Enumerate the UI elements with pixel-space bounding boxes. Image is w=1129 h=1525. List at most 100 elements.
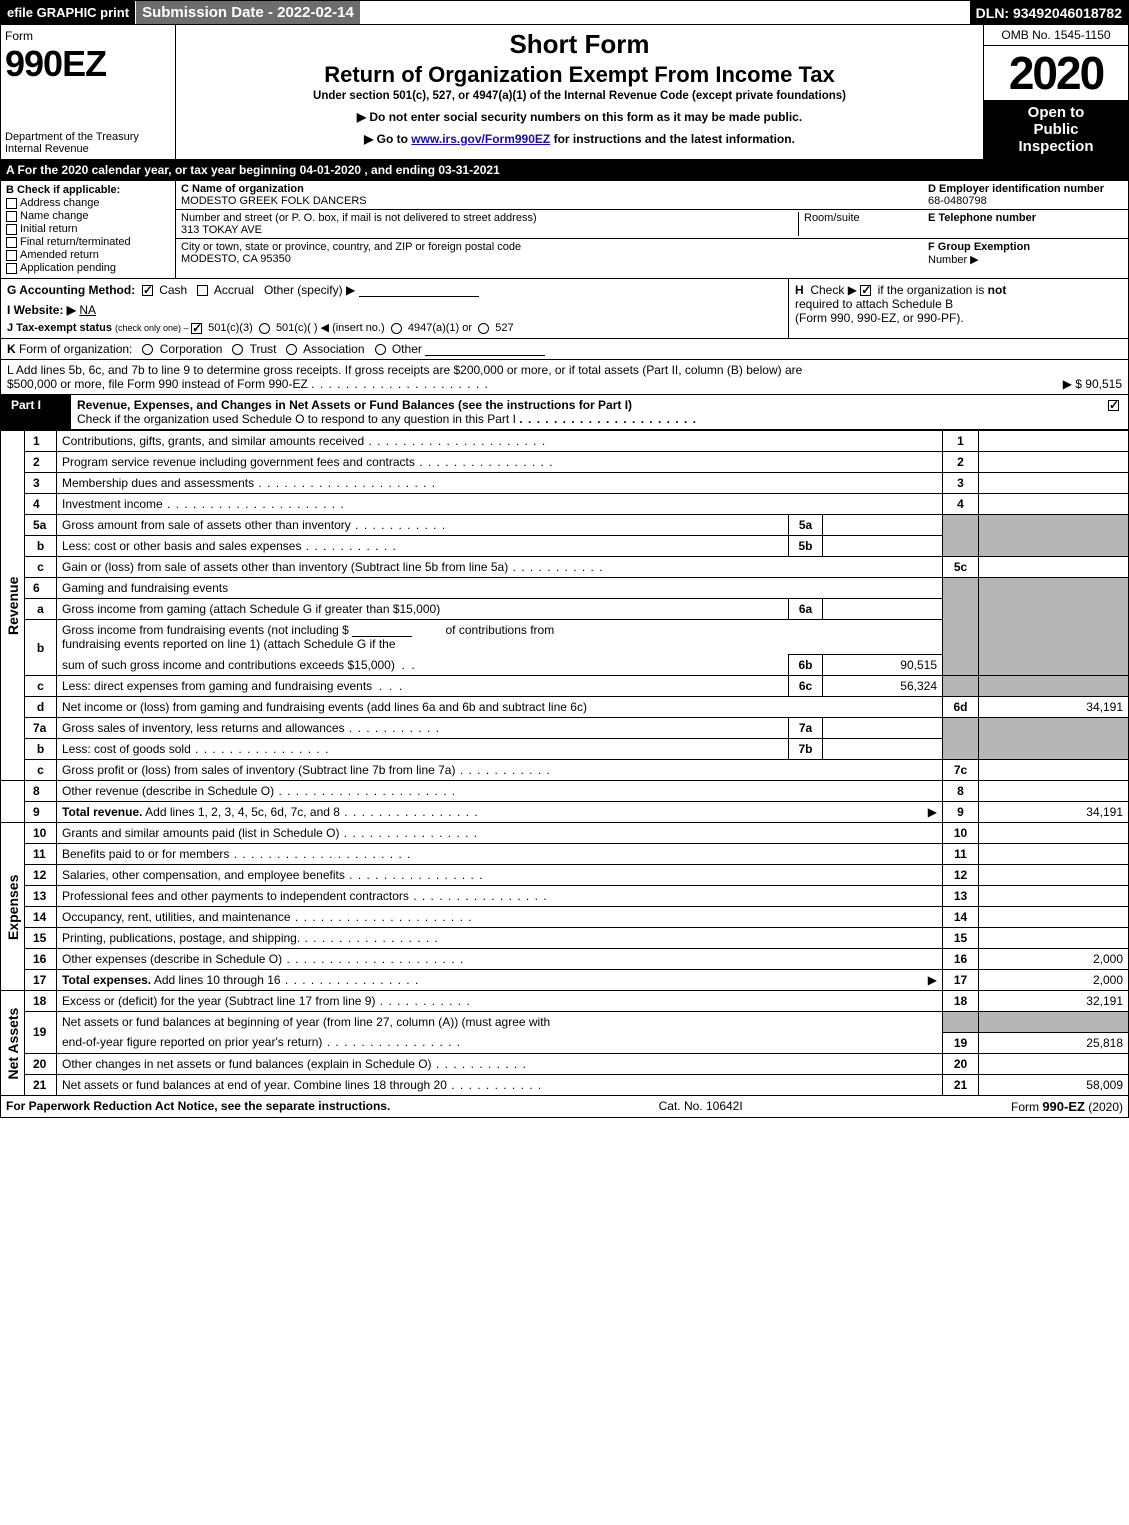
line-10: Expenses 10 Grants and similar amounts p…: [1, 823, 1129, 844]
l19-t1: Net assets or fund balances at beginning…: [62, 1015, 550, 1029]
l10-rnum: 10: [943, 823, 979, 844]
l20-rnum: 20: [943, 1053, 979, 1074]
l5b-mn: 5b: [789, 536, 823, 557]
l6b-mv: 90,515: [823, 655, 943, 676]
l9-bold: Total revenue.: [62, 805, 142, 819]
l1-amount: [979, 431, 1129, 452]
col-def: D Employer identification number 68-0480…: [923, 181, 1128, 278]
line-13: 13 Professional fees and other payments …: [1, 886, 1129, 907]
dept-line1: Department of the Treasury: [5, 131, 139, 143]
chk-address-change[interactable]: Address change: [6, 197, 170, 209]
col-g: G Accounting Method: Cash Accrual Other …: [1, 279, 788, 338]
l19-num: 19: [25, 1012, 57, 1054]
l20-amount: [979, 1053, 1129, 1074]
l5b-text: Less: cost or other basis and sales expe…: [62, 539, 301, 553]
line-20: 20 Other changes in net assets or fund b…: [1, 1053, 1129, 1074]
d-label: D Employer identification number: [928, 183, 1104, 195]
l6-num: 6: [25, 578, 57, 599]
line-4: 4 Investment income 4: [1, 494, 1129, 515]
l17-bold: Total expenses.: [62, 973, 151, 987]
l11-amount: [979, 844, 1129, 865]
efile-print-label[interactable]: efile GRAPHIC print: [1, 1, 135, 24]
chk-initial-return[interactable]: Initial return: [6, 223, 170, 235]
l5b-mv: [823, 536, 943, 557]
footer-catno: Cat. No. 10642I: [659, 1099, 743, 1114]
c-street-block: Number and street (or P. O. box, if mail…: [176, 210, 923, 239]
g-other: Other (specify) ▶: [264, 283, 355, 297]
j-501c3: 501(c)(3): [208, 322, 253, 334]
chk-501c3[interactable]: [191, 323, 202, 334]
chk-amended-return[interactable]: Amended return: [6, 249, 170, 261]
l17-amount: 2,000: [979, 970, 1129, 991]
l17-arrow: ▶: [928, 973, 937, 987]
h-l2: required to attach Schedule B: [795, 297, 953, 311]
l2-amount: [979, 452, 1129, 473]
e-label: E Telephone number: [928, 212, 1036, 224]
ein-value: 68-0480798: [928, 195, 987, 207]
l7c-num: c: [25, 760, 57, 781]
open-l1: Open to: [1028, 104, 1085, 121]
line-6d: d Net income or (loss) from gaming and f…: [1, 697, 1129, 718]
l6a-text: Gross income from gaming (attach Schedul…: [62, 602, 440, 616]
l19-rnum: 19: [943, 1032, 979, 1053]
header-middle: Short Form Return of Organization Exempt…: [176, 25, 983, 159]
expenses-vert-label: Expenses: [1, 823, 25, 991]
l6b-t1: Gross income from fundraising events (no…: [62, 623, 349, 637]
grey-6c-amt: [979, 676, 1129, 697]
note-ssn: ▶ Do not enter social security numbers o…: [182, 110, 977, 124]
l12-rnum: 12: [943, 865, 979, 886]
g-other-blank[interactable]: [359, 285, 479, 297]
rad-other[interactable]: [375, 344, 386, 355]
line-19b: end-of-year figure reported on prior yea…: [1, 1032, 1129, 1053]
l6c-mv: 56,324: [823, 676, 943, 697]
chk-final-return[interactable]: Final return/terminated: [6, 236, 170, 248]
l9-text: Add lines 1, 2, 3, 4, 5c, 6d, 7c, and 8: [142, 805, 339, 819]
l6b-t2: of contributions from: [446, 623, 555, 637]
l13-rnum: 13: [943, 886, 979, 907]
l6a-mv: [823, 599, 943, 620]
rad-association[interactable]: [286, 344, 297, 355]
chk-accrual[interactable]: [197, 285, 208, 296]
l20-num: 20: [25, 1053, 57, 1074]
chk-h-noscheduleb[interactable]: [860, 285, 871, 296]
footer-right-prefix: Form: [1011, 1100, 1042, 1114]
k-other-blank[interactable]: [425, 344, 545, 356]
g-cash: Cash: [159, 283, 187, 297]
chk-application-pending[interactable]: Application pending: [6, 262, 170, 274]
rad-527[interactable]: [478, 323, 489, 334]
room-suite-label: Room/suite: [798, 212, 918, 236]
rad-trust[interactable]: [232, 344, 243, 355]
l6-text: Gaming and fundraising events: [57, 578, 943, 599]
l8-text: Other revenue (describe in Schedule O): [62, 784, 274, 798]
chk-name-change[interactable]: Name change: [6, 210, 170, 222]
irs-link[interactable]: www.irs.gov/Form990EZ: [411, 132, 550, 146]
l19-amount: 25,818: [979, 1032, 1129, 1053]
l6b-t3: fundraising events reported on line 1) (…: [62, 637, 396, 651]
city-label: City or town, state or province, country…: [181, 241, 521, 253]
l6d-amount: 34,191: [979, 697, 1129, 718]
netassets-vert-label: Net Assets: [1, 991, 25, 1096]
chk-cash[interactable]: [142, 285, 153, 296]
l10-text: Grants and similar amounts paid (list in…: [62, 826, 339, 840]
l6b-blank[interactable]: [352, 625, 412, 637]
l8-amount: [979, 781, 1129, 802]
l-line1: L Add lines 5b, 6c, and 7b to line 9 to …: [7, 363, 802, 377]
l6c-num: c: [25, 676, 57, 697]
l19-t2: end-of-year figure reported on prior yea…: [62, 1035, 322, 1049]
l-line2-prefix: $500,000 or more, file Form 990 instead …: [7, 377, 308, 391]
topbar-spacer: [361, 1, 970, 24]
form-word: Form: [5, 29, 171, 43]
open-l2: Public: [1033, 121, 1078, 138]
l21-amount: 58,009: [979, 1074, 1129, 1095]
rad-4947[interactable]: [391, 323, 402, 334]
f-label-l1: F Group Exemption: [928, 241, 1030, 253]
rad-corporation[interactable]: [142, 344, 153, 355]
l8-num: 8: [25, 781, 57, 802]
dln-label: DLN: 93492046018782: [970, 1, 1128, 24]
rad-501c[interactable]: [259, 323, 270, 334]
chk-part1-scheduleo[interactable]: [1108, 400, 1119, 411]
form-header: Form 990EZ Department of the Treasury In…: [0, 25, 1129, 160]
l6c-mn: 6c: [789, 676, 823, 697]
l4-amount: [979, 494, 1129, 515]
l5a-mn: 5a: [789, 515, 823, 536]
